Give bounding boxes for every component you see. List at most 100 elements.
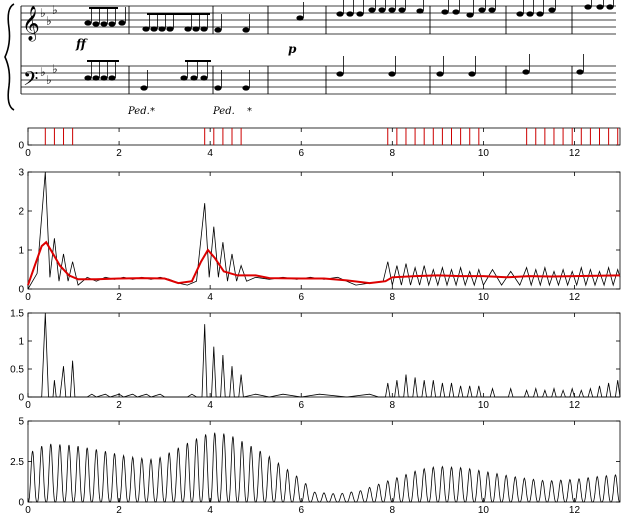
x-tick-label: 2 [116, 148, 122, 159]
x-tick-label: 10 [478, 148, 490, 159]
x-tick-label: 4 [207, 505, 213, 516]
x-tick-label: 2 [116, 505, 122, 516]
notehead [184, 26, 192, 32]
notehead [140, 85, 148, 91]
notehead [180, 75, 188, 81]
notehead [84, 75, 92, 81]
y-tick-label: 1.5 [10, 309, 24, 320]
x-tick-label: 12 [569, 505, 581, 516]
x-tick-label: 6 [298, 400, 304, 411]
svg-text:♭: ♭ [46, 73, 52, 87]
y-tick-label: 1 [18, 246, 24, 257]
rectified-novelty-panel: 0 2 4 6 8 10 12 0 0.5 1 1.5 [10, 309, 621, 411]
notehead [478, 7, 486, 13]
notehead [108, 75, 116, 81]
x-tick-label: 8 [390, 292, 396, 303]
svg-text:♭: ♭ [40, 65, 46, 79]
y-tick-label: 2 [18, 207, 24, 218]
notehead [466, 12, 474, 18]
y-tick-label: 0 [18, 393, 24, 404]
x-tick-label: 0 [25, 505, 31, 516]
notehead [150, 26, 158, 32]
plot-frame [27, 127, 621, 146]
notehead [536, 11, 544, 17]
notehead [166, 26, 174, 32]
pedal-mark-2: Ped. [212, 106, 235, 117]
bass-clef-icon: 𝄢 [23, 67, 38, 95]
notehead [200, 75, 208, 81]
notehead [242, 85, 250, 91]
notehead [584, 4, 592, 10]
notehead [516, 11, 524, 17]
x-tick-label: 4 [207, 400, 213, 411]
notehead [100, 75, 108, 81]
key-signature: ♭♭♭ ♭♭♭ [40, 3, 58, 87]
x-tick-label: 10 [478, 292, 490, 303]
notehead [468, 71, 476, 77]
music-score: 𝄞 𝄢 ♭♭♭ ♭♭♭ ff p Ped. * Ped. * [4, 0, 616, 117]
series-line [27, 432, 621, 503]
y-tick-label: 0 [18, 285, 24, 296]
svg-text:♭: ♭ [40, 6, 46, 20]
x-tick-label: 12 [569, 400, 581, 411]
x-tick-label: 0 [25, 148, 31, 159]
notehead [606, 4, 614, 10]
notehead [488, 7, 496, 13]
treble-staff [21, 5, 616, 35]
treble-clef-icon: 𝄞 [22, 6, 40, 42]
periodicity-panel: 0 2 4 6 8 10 12 0 2.5 5 [10, 417, 621, 516]
svg-text:♭: ♭ [52, 62, 58, 76]
notehead [100, 21, 108, 27]
notehead [388, 7, 396, 13]
notehead [368, 7, 376, 13]
notehead [596, 4, 604, 10]
series-line [28, 312, 621, 398]
notehead [526, 11, 534, 17]
grand-staff-brace [4, 3, 15, 111]
y-tick-label: 0.5 [10, 365, 24, 376]
bass-staff [21, 65, 616, 95]
notehead [108, 21, 116, 27]
x-tick-label: 0 [25, 400, 31, 411]
x-tick-label: 6 [298, 292, 304, 303]
x-tick-label: 12 [569, 148, 581, 159]
notehead [118, 20, 126, 26]
x-tick-label: 6 [298, 148, 304, 159]
notehead [336, 11, 344, 17]
series-line [27, 240, 621, 286]
notehead [441, 9, 449, 15]
x-tick-label: 6 [298, 505, 304, 516]
x-tick-label: 4 [207, 148, 213, 159]
notehead [214, 27, 222, 33]
notehead [336, 71, 344, 77]
notehead [142, 26, 150, 32]
notehead [192, 26, 200, 32]
notehead [436, 71, 444, 77]
notehead [522, 69, 530, 75]
x-tick-label: 8 [390, 505, 396, 516]
pedal-release-2: * [247, 106, 252, 117]
svg-text:♭: ♭ [46, 14, 52, 28]
score-notes [84, 0, 614, 91]
notehead [356, 11, 364, 17]
x-tick-label: 12 [569, 292, 581, 303]
notehead [388, 71, 396, 77]
notehead [214, 85, 222, 91]
pedal-release-1: * [150, 106, 155, 117]
y-tick-label: 0 [18, 141, 24, 152]
x-tick-label: 10 [478, 400, 490, 411]
x-tick-label: 8 [390, 400, 396, 411]
notehead [548, 7, 556, 13]
x-tick-label: 0 [25, 292, 31, 303]
notehead [296, 15, 304, 21]
y-tick-label: 5 [18, 417, 24, 428]
onset-panel: 0 2 4 6 8 10 12 0 [18, 127, 621, 159]
y-tick-label: 0 [18, 498, 24, 509]
notehead [92, 75, 100, 81]
notehead [452, 9, 460, 15]
notehead [84, 20, 92, 26]
plot-frame [27, 312, 621, 398]
notehead [398, 7, 406, 13]
